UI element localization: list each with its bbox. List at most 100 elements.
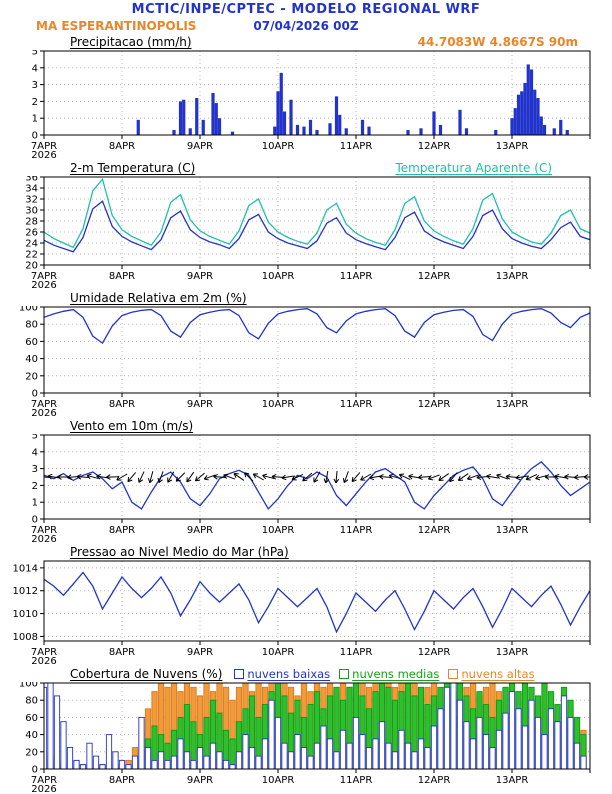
svg-text:0: 0: [32, 515, 38, 526]
legend-nuvens-medias: nuvens medias: [339, 667, 439, 681]
svg-text:2026: 2026: [31, 784, 56, 794]
svg-text:10APR: 10APR: [262, 775, 295, 786]
svg-text:12APR: 12APR: [418, 141, 451, 152]
legend-swatch-baixas-icon: [234, 669, 244, 679]
svg-text:22: 22: [25, 250, 38, 261]
svg-text:20: 20: [25, 371, 38, 382]
svg-text:8APR: 8APR: [109, 399, 135, 410]
svg-text:2: 2: [32, 97, 38, 108]
svg-text:8APR: 8APR: [109, 141, 135, 152]
svg-text:100: 100: [19, 306, 38, 314]
svg-text:11APR: 11APR: [340, 775, 373, 786]
svg-text:1: 1: [32, 498, 38, 509]
clouds-title-row: Cobertura de Nuvens (%) nuvens baixas nu…: [0, 666, 612, 682]
svg-text:12APR: 12APR: [418, 647, 451, 658]
svg-text:9APR: 9APR: [187, 775, 213, 786]
svg-text:2026: 2026: [31, 150, 56, 160]
svg-text:13APR: 13APR: [496, 141, 529, 152]
svg-text:30: 30: [25, 206, 38, 217]
svg-text:10APR: 10APR: [262, 647, 295, 658]
svg-text:13APR: 13APR: [496, 399, 529, 410]
svg-text:11APR: 11APR: [340, 141, 373, 152]
apparent-temperature-label: Temperatura Aparente (C): [395, 161, 552, 175]
svg-text:60: 60: [25, 337, 38, 348]
svg-text:11APR: 11APR: [340, 271, 373, 282]
legend-label-baixas: nuvens baixas: [247, 667, 330, 681]
svg-text:2026: 2026: [31, 280, 56, 290]
humidity-title: Umidade Relativa em 2m (%): [70, 291, 247, 305]
svg-text:8APR: 8APR: [109, 775, 135, 786]
temperature-title-row: 2-m Temperatura (C) Temperatura Aparente…: [0, 160, 612, 176]
svg-text:12APR: 12APR: [418, 525, 451, 536]
svg-text:1014: 1014: [13, 563, 38, 574]
cloud-legend: nuvens baixas nuvens medias nuvens altas: [234, 667, 534, 681]
svg-text:20: 20: [25, 261, 38, 272]
svg-text:13APR: 13APR: [496, 525, 529, 536]
svg-text:34: 34: [25, 184, 38, 195]
svg-text:28: 28: [25, 217, 38, 228]
svg-text:11APR: 11APR: [340, 525, 373, 536]
svg-text:100: 100: [19, 682, 38, 690]
svg-text:2026: 2026: [31, 534, 56, 544]
svg-text:8APR: 8APR: [109, 271, 135, 282]
wind-title-row: Vento em 10m (m/s): [0, 418, 612, 434]
svg-text:80: 80: [25, 696, 38, 707]
svg-text:20: 20: [25, 747, 38, 758]
subheader-row: MA ESPERANTINOPOLIS 07/04/2026 00Z: [0, 19, 612, 34]
clouds-title: Cobertura de Nuvens (%): [70, 667, 222, 681]
svg-text:9APR: 9APR: [187, 271, 213, 282]
svg-text:9APR: 9APR: [187, 141, 213, 152]
svg-text:8APR: 8APR: [109, 647, 135, 658]
svg-text:11APR: 11APR: [340, 647, 373, 658]
svg-text:40: 40: [25, 354, 38, 365]
svg-text:12APR: 12APR: [418, 399, 451, 410]
wind-title: Vento em 10m (m/s): [70, 419, 193, 433]
svg-text:1: 1: [32, 114, 38, 125]
legend-label-altas: nuvens altas: [461, 667, 534, 681]
page-title: MCTIC/INPE/CPTEC - MODELO REGIONAL WRF: [0, 0, 612, 19]
svg-text:3: 3: [32, 464, 38, 475]
svg-text:12APR: 12APR: [418, 271, 451, 282]
legend-nuvens-altas: nuvens altas: [448, 667, 534, 681]
svg-text:1008: 1008: [13, 632, 38, 643]
precip-title: Precipitacao (mm/h): [70, 35, 192, 49]
svg-text:2026: 2026: [31, 656, 56, 666]
svg-text:11APR: 11APR: [340, 399, 373, 410]
svg-text:13APR: 13APR: [496, 647, 529, 658]
svg-text:32: 32: [25, 195, 38, 206]
svg-text:40: 40: [25, 730, 38, 741]
svg-text:9APR: 9APR: [187, 525, 213, 536]
svg-text:60: 60: [25, 713, 38, 724]
run-datetime: 07/04/2026 00Z: [0, 19, 612, 34]
svg-text:2: 2: [32, 481, 38, 492]
precip-title-row: Precipitacao (mm/h) 44.7083W 4.8667S 90m: [0, 34, 612, 50]
temperature-title: 2-m Temperatura (C): [70, 161, 195, 175]
svg-text:80: 80: [25, 320, 38, 331]
legend-swatch-medias-icon: [339, 669, 349, 679]
legend-nuvens-baixas: nuvens baixas: [234, 667, 330, 681]
svg-text:1010: 1010: [13, 609, 38, 620]
svg-text:4: 4: [32, 447, 38, 458]
svg-text:10APR: 10APR: [262, 525, 295, 536]
svg-text:26: 26: [25, 228, 38, 239]
svg-text:5: 5: [32, 434, 38, 442]
svg-text:36: 36: [25, 176, 38, 184]
svg-text:1012: 1012: [13, 586, 38, 597]
pressure-title: Pressao ao Nivel Medio do Mar (hPa): [70, 545, 289, 559]
station-coordinates: 44.7083W 4.8667S 90m: [418, 35, 578, 49]
svg-text:0: 0: [32, 389, 38, 400]
svg-text:9APR: 9APR: [187, 647, 213, 658]
humidity-title-row: Umidade Relativa em 2m (%): [0, 290, 612, 306]
svg-text:8APR: 8APR: [109, 525, 135, 536]
svg-text:10APR: 10APR: [262, 141, 295, 152]
svg-text:5: 5: [32, 50, 38, 58]
pressure-title-row: Pressao ao Nivel Medio do Mar (hPa): [0, 544, 612, 560]
svg-text:3: 3: [32, 80, 38, 91]
svg-text:13APR: 13APR: [496, 271, 529, 282]
